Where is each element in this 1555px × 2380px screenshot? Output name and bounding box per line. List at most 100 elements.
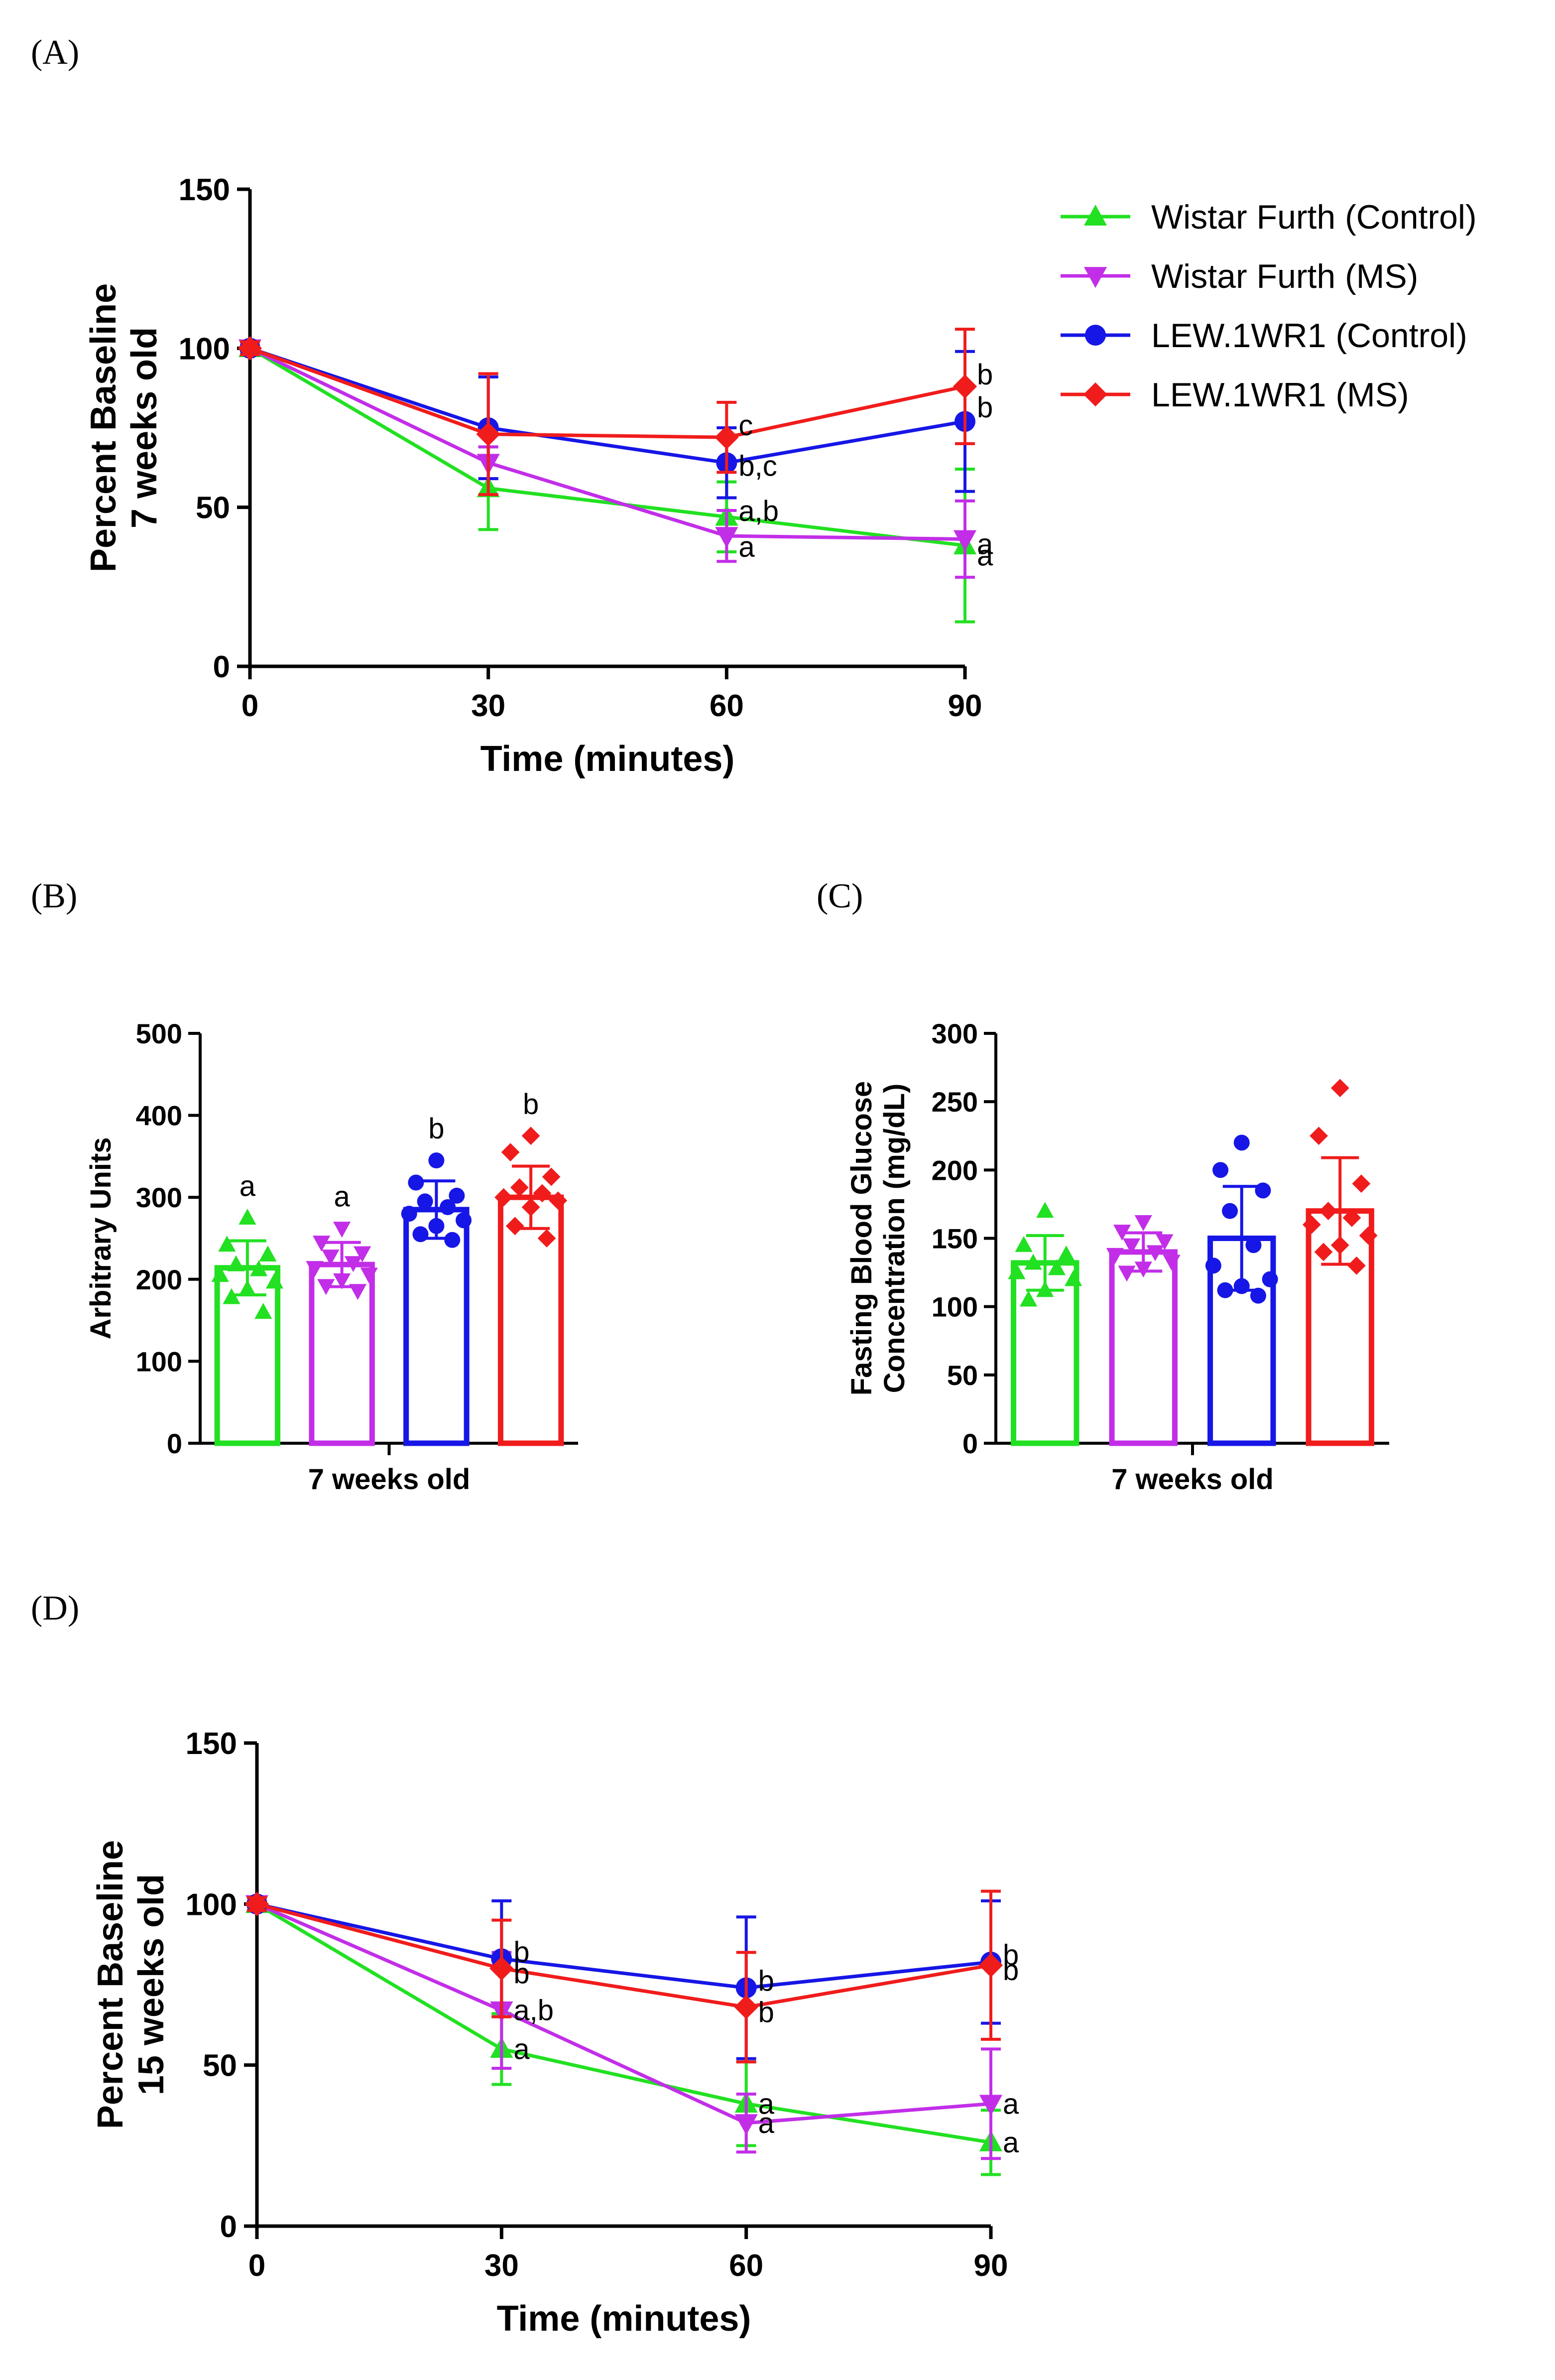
chart-a-series-3-point bbox=[238, 336, 262, 361]
chart-b-bar-2-annotation: b bbox=[428, 1113, 444, 1145]
chart-c-bar-3-point bbox=[1314, 1243, 1333, 1261]
chart-d-series-3-annotation: b bbox=[513, 1958, 529, 1990]
chart-b-bar-1-point bbox=[333, 1273, 351, 1289]
chart-d-series-0-annotation: a bbox=[513, 2033, 530, 2065]
chart-b-bar-1-point bbox=[354, 1246, 371, 1262]
chart-c-bar-0-point bbox=[1024, 1253, 1042, 1270]
chart-d-series-0-line bbox=[256, 1902, 991, 2144]
chart-d-y-tick-label: 0 bbox=[220, 2210, 237, 2244]
chart-d-series-2: bbb bbox=[246, 1893, 1019, 2060]
legend-label-3: LEW.1WR1 (MS) bbox=[1151, 376, 1409, 414]
chart-b-y-tick-label: 0 bbox=[167, 1428, 182, 1459]
legend: Wistar Furth (Control) Wistar Furth (MS) L… bbox=[1061, 198, 1477, 414]
chart-c-bar-1-point bbox=[1118, 1265, 1136, 1282]
legend-item-0: Wistar Furth (Control) bbox=[1061, 198, 1477, 236]
chart-d-y-tick-label: 150 bbox=[186, 1727, 237, 1761]
legend-item-2: LEW.1WR1 (Control) bbox=[1061, 317, 1467, 355]
panel-label-d: (D) bbox=[31, 1589, 79, 1628]
chart-b-bar-2-point bbox=[412, 1226, 429, 1243]
chart-d-x-tick-label: 60 bbox=[729, 2249, 763, 2283]
chart-a-series-2-annotation: b bbox=[977, 391, 993, 424]
chart-b-bar-1-group: a bbox=[306, 1181, 378, 1446]
chart-b-bar-0-point bbox=[259, 1246, 277, 1262]
chart-b-bar-0-group: a bbox=[211, 1170, 284, 1446]
chart-a-series-1-line bbox=[249, 347, 965, 541]
chart-c-y-tick-label: 100 bbox=[932, 1291, 978, 1323]
chart-b-bar-2-point bbox=[417, 1193, 433, 1210]
chart-d-series-3-point bbox=[489, 1956, 514, 1981]
chart-d-series-2-annotation: b bbox=[758, 1965, 774, 1997]
chart-c-bar-3-point bbox=[1359, 1226, 1378, 1245]
chart-c-bar-1 bbox=[1109, 1249, 1178, 1446]
chart-d-x-axis-title: Time (minutes) bbox=[497, 2299, 751, 2339]
chart-b-bar-3-point bbox=[542, 1167, 561, 1186]
chart-c-bar-0-point bbox=[1036, 1281, 1054, 1297]
chart-a-series-1-annotation: a bbox=[977, 528, 993, 561]
chart-b-bar-3 bbox=[497, 1194, 564, 1446]
chart-c-y-tick-label: 200 bbox=[932, 1154, 978, 1186]
chart-c-bar-1-point bbox=[1113, 1225, 1131, 1241]
chart-c-bar-0-point bbox=[1036, 1202, 1054, 1218]
chart-d-y-tick-label: 50 bbox=[203, 2049, 237, 2083]
chart-b-bar-3-point bbox=[505, 1217, 524, 1236]
chart-c-y-tick-label: 250 bbox=[932, 1086, 978, 1118]
chart-c-bar-3-point bbox=[1319, 1202, 1337, 1221]
chart-b-bar-3-point bbox=[501, 1143, 520, 1162]
chart-a-y-tick-label: 0 bbox=[213, 650, 230, 684]
chart-c-bar-3-point bbox=[1302, 1215, 1321, 1234]
chart-d-series-1-line bbox=[256, 1902, 991, 2125]
legend-marker-3 bbox=[1083, 382, 1108, 407]
chart-b-bar-2 bbox=[403, 1207, 470, 1446]
chart-b-bar-3-group: b bbox=[494, 1088, 568, 1446]
chart-a-series-1-annotation: a bbox=[738, 531, 755, 563]
chart-d-series-3-line bbox=[256, 1902, 991, 2009]
chart-c-bar-2-point bbox=[1245, 1237, 1262, 1253]
chart-a: 0 50 100 150 0 30 60 90 Time (minutes) Percent Ba… bbox=[84, 173, 993, 779]
chart-a-series-3-point bbox=[715, 425, 739, 450]
chart-a-series-3-point bbox=[953, 374, 977, 399]
legend-marker-1 bbox=[1083, 267, 1107, 288]
chart-b-bar-0-point bbox=[211, 1266, 229, 1282]
chart-c-bar-3-point bbox=[1330, 1079, 1349, 1098]
chart-b-bar-1-point bbox=[322, 1250, 340, 1266]
chart-a-series-2-annotation: b,c bbox=[738, 450, 777, 482]
chart-b-bar-1-point bbox=[360, 1267, 378, 1284]
chart-b-bar-2-point bbox=[428, 1152, 445, 1169]
chart-c-bar-1-point bbox=[1163, 1254, 1181, 1271]
chart-a-x-tick-label: 90 bbox=[948, 689, 982, 723]
chart-c-bar-2-point bbox=[1217, 1282, 1233, 1298]
panel-label-c: (C) bbox=[817, 877, 863, 915]
chart-b: 0 100 200 300 400 500 7 weeks old Arbitrary Uni… bbox=[85, 1018, 578, 1496]
chart-c-bar-1-point bbox=[1122, 1238, 1141, 1254]
chart-c-bar-0-point bbox=[1008, 1263, 1026, 1279]
chart-b-bar-2-point bbox=[408, 1174, 424, 1191]
chart-a-series-0: a,b a bbox=[238, 336, 993, 624]
chart-c-bar-0-point bbox=[1048, 1259, 1066, 1275]
chart-b-x-axis-title: 7 weeks old bbox=[308, 1463, 471, 1496]
chart-d-series-2-annotation: b bbox=[513, 1936, 529, 1968]
chart-a-x-tick-label: 30 bbox=[471, 689, 505, 723]
chart-d-series-3-point bbox=[734, 1995, 758, 2019]
chart-c-y-axis-title: Fasting Blood GlucoseConcentration (mg/d… bbox=[845, 1081, 911, 1396]
chart-a-series-0-line bbox=[249, 347, 965, 547]
chart-d-series-1-point bbox=[979, 2095, 1003, 2116]
chart-a-y-tick-label: 150 bbox=[179, 173, 230, 207]
chart-a-x-tick-label: 0 bbox=[241, 689, 258, 723]
chart-a-x-tick-label: 60 bbox=[710, 689, 744, 723]
chart-c-bar-2-group bbox=[1205, 1134, 1278, 1446]
chart-b-y-tick-label: 200 bbox=[136, 1264, 182, 1295]
chart-b-y-tick-label: 500 bbox=[136, 1018, 182, 1049]
chart-d-series-1-annotation: a bbox=[758, 2107, 775, 2139]
chart-c-bar-1-group bbox=[1106, 1215, 1181, 1446]
chart-a-series-3-line bbox=[249, 347, 965, 439]
legend-item-3: LEW.1WR1 (MS) bbox=[1061, 376, 1409, 414]
chart-b-bar-3-point bbox=[549, 1191, 568, 1210]
chart-d-series-1-point bbox=[734, 2114, 758, 2135]
chart-c-y-axis-title-line: Concentration (mg/dL) bbox=[878, 1084, 911, 1393]
panel-label-b: (B) bbox=[31, 877, 77, 915]
chart-c-bar-2-point bbox=[1262, 1271, 1278, 1287]
chart-d-series-3: bbb bbox=[244, 1889, 1019, 2064]
chart-b-bar-1-annotation: a bbox=[334, 1181, 350, 1213]
chart-a-y-axis-title: Percent Baseline7 weeks old bbox=[84, 283, 164, 572]
